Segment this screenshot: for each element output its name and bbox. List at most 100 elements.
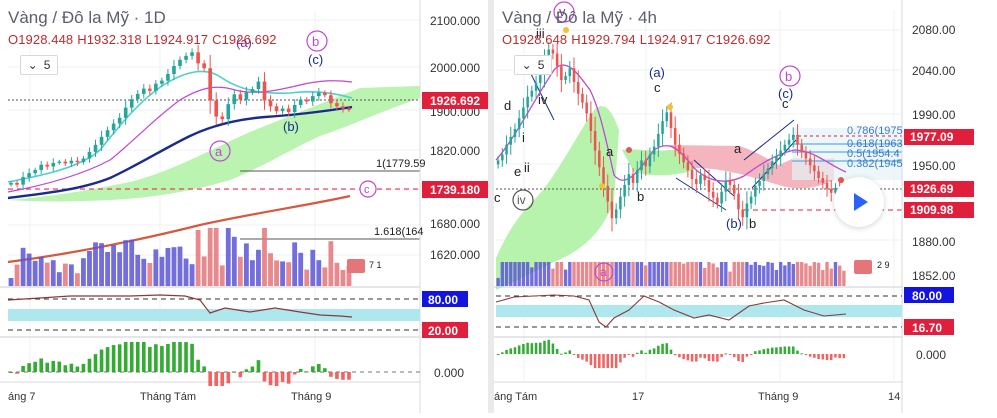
wave-label: c xyxy=(494,190,501,205)
indicators-toggle-button[interactable]: ⌄ 5 xyxy=(514,55,552,75)
volume-bar xyxy=(328,241,334,286)
macd-histogram-bar xyxy=(341,372,345,380)
ichimoku-cloud xyxy=(8,86,420,202)
volume-bar xyxy=(509,262,513,286)
volume-bar xyxy=(829,268,833,286)
right-chart-panel[interactable]: iii iv ii i d e c a c b a b c (a) (b) (c… xyxy=(494,0,974,413)
close-value: C1926.692 xyxy=(706,32,771,47)
right-chart-canvas[interactable]: iii iv ii i d e c a c b a b c (a) (b) (c… xyxy=(494,0,974,413)
candle-body xyxy=(250,89,255,93)
ma-long-line xyxy=(7,194,351,264)
macd-histogram-bar xyxy=(202,366,206,372)
candle-body xyxy=(232,94,237,105)
candle-body xyxy=(33,170,37,174)
volume-bar xyxy=(736,262,741,286)
candle-body xyxy=(184,55,188,60)
play-button[interactable] xyxy=(834,177,884,227)
volume-bar xyxy=(690,262,694,286)
macd-histogram-bar xyxy=(184,342,188,372)
low-value: L1924.917 xyxy=(145,32,209,47)
volume-bar xyxy=(580,262,585,286)
volume-bar xyxy=(559,262,564,286)
wave-label: a xyxy=(606,144,614,159)
volume-bar xyxy=(87,251,92,286)
volume-bar xyxy=(74,273,80,286)
volume-bar xyxy=(38,256,44,286)
candle-body xyxy=(728,180,732,185)
volume-bar xyxy=(177,246,183,286)
wave-label: iv xyxy=(517,193,526,207)
volume-bar xyxy=(322,267,328,286)
macd-histogram-bar xyxy=(593,354,597,368)
price-axis-label: 2040.00 xyxy=(912,64,956,78)
candle-body xyxy=(262,81,267,101)
macd-histogram-bar xyxy=(766,348,770,354)
macd-histogram-bar xyxy=(530,343,534,354)
volume-bar xyxy=(81,258,86,286)
candle-body xyxy=(627,174,631,185)
candle-body xyxy=(770,161,774,169)
volume-bar xyxy=(787,262,791,286)
candle-body xyxy=(644,160,647,167)
rsi-80-tag xyxy=(904,287,954,303)
candle-body xyxy=(208,68,212,101)
candle-body xyxy=(640,160,643,171)
right-margin xyxy=(974,0,997,413)
macd-histogram-bar xyxy=(825,354,829,361)
macd-histogram-bar xyxy=(711,354,715,362)
macd-histogram-bar xyxy=(589,354,593,366)
wave-label: (b) xyxy=(283,119,299,134)
volume-bar xyxy=(262,228,267,286)
indicators-toggle-button[interactable]: ⌄ 5 xyxy=(20,55,58,75)
macd-histogram-bar xyxy=(627,354,631,355)
candle-body xyxy=(804,152,808,159)
candle-body xyxy=(619,196,622,210)
left-chart-panel[interactable]: (a) (c) (b) a b c 1(1779.59 1.618(164 7 … xyxy=(0,0,488,413)
candle-body xyxy=(661,121,664,134)
macd-histogram-bar xyxy=(166,343,170,372)
macd-histogram-bar xyxy=(15,372,19,374)
high-value: H1929.794 xyxy=(571,32,636,47)
volume-bar xyxy=(256,249,261,286)
ma-slow-line xyxy=(7,105,353,200)
ohlc-readout: O1928.448 H1932.318 L1924.917 C1926.692 xyxy=(8,32,281,47)
volume-bar xyxy=(610,262,614,286)
macd-histogram-bar xyxy=(732,354,736,358)
ma-mid-line xyxy=(7,80,353,193)
candle-body xyxy=(568,68,572,77)
chart-title: Vàng / Đô la Mỹ · 4h xyxy=(502,8,657,27)
rsi-low-tag xyxy=(904,319,954,335)
macd-histogram-bar xyxy=(87,358,92,372)
macd-histogram-bar xyxy=(762,349,766,354)
wave-label: a xyxy=(734,141,742,156)
fib-label: 1.618(164 xyxy=(374,226,424,238)
candle-body xyxy=(286,108,291,113)
open-value: O1928.648 xyxy=(502,32,568,47)
macd-histogram-bar xyxy=(522,343,525,354)
macd-histogram-bar xyxy=(323,368,327,372)
volume-bar xyxy=(547,262,551,286)
wave-label: c xyxy=(654,80,661,95)
volume-bar xyxy=(513,262,517,286)
volume-bar xyxy=(286,262,292,286)
macd-histogram-bar xyxy=(268,372,273,386)
macd-histogram-bar xyxy=(316,363,321,372)
event-flag-icon[interactable] xyxy=(854,260,872,274)
volume-bar xyxy=(842,270,846,286)
volume-bar xyxy=(833,262,838,286)
macd-histogram-bar xyxy=(572,354,576,355)
volume-bar xyxy=(677,262,682,286)
volume-bar xyxy=(572,262,576,286)
macd-histogram-bar xyxy=(564,352,567,354)
left-chart-canvas[interactable]: (a) (c) (b) a b c 1(1779.59 1.618(164 7 … xyxy=(0,0,488,413)
event-flag-icon[interactable] xyxy=(347,259,365,273)
volume-bar xyxy=(521,262,526,286)
macd-histogram-bar xyxy=(745,354,749,357)
open-value: O1928.448 xyxy=(8,32,74,47)
fib-label: 0.618(1963 xyxy=(847,138,903,150)
macd-histogram-bar xyxy=(623,354,626,358)
wave-label: (c) xyxy=(308,52,323,67)
candle-body xyxy=(45,164,50,167)
macd-histogram-bar xyxy=(298,368,303,372)
volume-bar xyxy=(673,262,677,286)
